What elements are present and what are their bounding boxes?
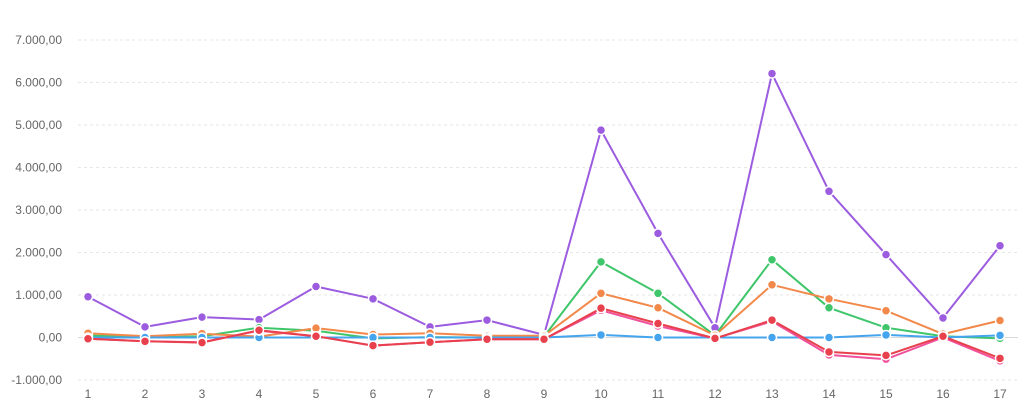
y-tick-label: 4.000,00 <box>15 161 62 175</box>
data-point[interactable] <box>766 314 778 326</box>
data-point[interactable] <box>538 333 550 345</box>
grid-layer <box>78 39 1018 381</box>
data-point[interactable] <box>652 288 664 299</box>
data-point[interactable] <box>994 315 1006 326</box>
y-tick-label: 3.000,00 <box>15 203 62 217</box>
data-point[interactable] <box>652 332 664 343</box>
data-point[interactable] <box>481 333 493 345</box>
data-point[interactable] <box>595 124 607 136</box>
series-6 <box>82 302 1006 364</box>
x-tick-label: 17 <box>993 387 1007 401</box>
data-point[interactable] <box>82 291 94 302</box>
series-3 <box>82 279 1006 342</box>
data-point[interactable] <box>709 333 721 344</box>
y-tick-label: 0,00 <box>39 331 63 345</box>
x-tick-label: 4 <box>256 387 263 401</box>
data-point[interactable] <box>367 340 379 351</box>
data-point[interactable] <box>310 281 322 292</box>
data-point[interactable] <box>823 346 835 358</box>
series-line <box>87 72 1001 336</box>
y-tick-label: 2.000,00 <box>15 246 62 260</box>
x-tick-label: 9 <box>541 387 548 401</box>
y-axis-tick-labels: 7.000,00 6.000,00 5.000,00 4.000,00 3.000,00… <box>11 33 62 387</box>
data-point[interactable] <box>880 305 892 316</box>
data-point[interactable] <box>652 318 664 329</box>
x-tick-label: 1 <box>85 387 92 401</box>
y-tick-label: 5.000,00 <box>15 118 62 132</box>
x-axis-tick-labels: 1 2 3 4 5 6 7 8 9 10 11 12 13 14 15 16 17 <box>85 387 1007 401</box>
x-tick-label: 8 <box>484 387 491 401</box>
data-point[interactable] <box>652 302 664 313</box>
x-tick-label: 16 <box>936 387 950 401</box>
x-tick-label: 11 <box>652 387 665 401</box>
data-point[interactable] <box>766 68 778 79</box>
data-point[interactable] <box>994 330 1006 341</box>
x-tick-label: 6 <box>370 387 377 401</box>
data-point[interactable] <box>880 350 892 361</box>
data-point[interactable] <box>994 240 1006 251</box>
data-point[interactable] <box>823 186 835 197</box>
data-point[interactable] <box>367 293 379 305</box>
data-point[interactable] <box>253 325 265 336</box>
data-point[interactable] <box>196 311 208 323</box>
series-line <box>87 283 1001 338</box>
data-point[interactable] <box>595 288 607 299</box>
data-point[interactable] <box>196 337 208 348</box>
data-point[interactable] <box>880 329 892 341</box>
data-point[interactable] <box>139 321 151 333</box>
y-tick-label: 1.000,00 <box>15 288 62 302</box>
x-tick-label: 15 <box>879 387 893 401</box>
y-tick-label: 7.000,00 <box>15 33 62 47</box>
data-point[interactable] <box>823 293 835 305</box>
data-point[interactable] <box>139 336 151 347</box>
data-point[interactable] <box>766 332 778 343</box>
data-point[interactable] <box>823 332 835 343</box>
data-point[interactable] <box>595 329 607 341</box>
x-tick-label: 14 <box>822 387 836 401</box>
data-point[interactable] <box>937 330 949 342</box>
series-layer <box>82 68 1006 367</box>
data-point[interactable] <box>823 302 835 313</box>
x-tick-label: 3 <box>199 387 206 401</box>
data-point[interactable] <box>880 249 892 260</box>
data-point[interactable] <box>652 228 664 239</box>
x-tick-label: 12 <box>708 387 722 401</box>
x-tick-label: 10 <box>594 387 608 401</box>
y-tick-label: 6.000,00 <box>15 76 62 90</box>
x-tick-label: 13 <box>765 387 779 401</box>
x-tick-label: 5 <box>313 387 320 401</box>
data-point[interactable] <box>766 254 778 265</box>
series-1 <box>82 68 1006 341</box>
data-point[interactable] <box>424 336 436 348</box>
data-point[interactable] <box>994 353 1006 364</box>
data-point[interactable] <box>481 314 493 326</box>
data-point[interactable] <box>937 312 949 324</box>
data-point[interactable] <box>595 302 607 314</box>
data-point[interactable] <box>766 279 778 291</box>
data-point[interactable] <box>82 333 94 345</box>
x-tick-label: 2 <box>142 387 149 401</box>
series-line <box>87 258 1001 340</box>
data-point[interactable] <box>595 256 607 268</box>
y-tick-label: -1.000,00 <box>11 373 62 387</box>
x-tick-label: 7 <box>427 387 434 401</box>
data-point[interactable] <box>310 330 322 342</box>
